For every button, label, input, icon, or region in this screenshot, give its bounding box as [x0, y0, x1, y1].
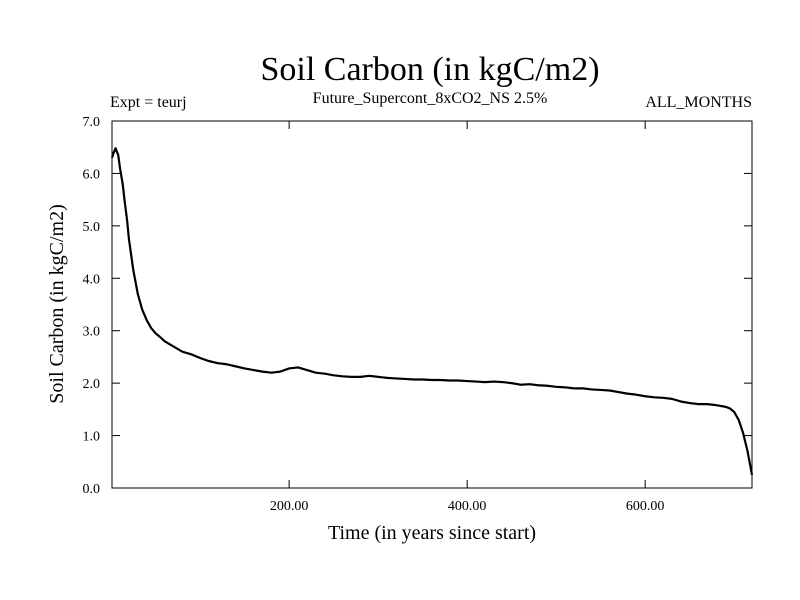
- months-label: ALL_MONTHS: [645, 94, 752, 111]
- x-axis: 200.00 400.00 600.00: [270, 121, 665, 514]
- y-axis-label: Soil Carbon (in kgC/m2): [46, 204, 68, 403]
- plot-frame: [111, 120, 753, 489]
- x-axis-label: Time (in years since start): [328, 522, 536, 544]
- y-tick-label: 5.0: [83, 220, 101, 235]
- y-tick-label: 3.0: [83, 325, 101, 340]
- soil-carbon-series-line: [110, 147, 754, 476]
- x-tick-label: 200.00: [270, 499, 309, 514]
- x-tick-label: 400.00: [448, 499, 487, 514]
- y-tick-label: 4.0: [83, 272, 101, 287]
- y-tick-label: 0.0: [83, 482, 101, 497]
- experiment-label: Expt = teurj: [110, 94, 187, 111]
- experiment-description: Future_Supercont_8xCO2_NS 2.5%: [313, 90, 548, 107]
- chart-title: Soil Carbon (in kgC/m2): [260, 51, 599, 88]
- y-tick-label: 6.0: [83, 167, 101, 182]
- y-tick-label: 1.0: [83, 430, 101, 445]
- y-axis: 0.0 1.0 2.0 3.0 4.0 5.0 6.0 7.0: [83, 115, 752, 497]
- y-tick-label: 2.0: [83, 377, 101, 392]
- y-tick-label: 7.0: [83, 115, 101, 130]
- x-tick-label: 600.00: [626, 499, 665, 514]
